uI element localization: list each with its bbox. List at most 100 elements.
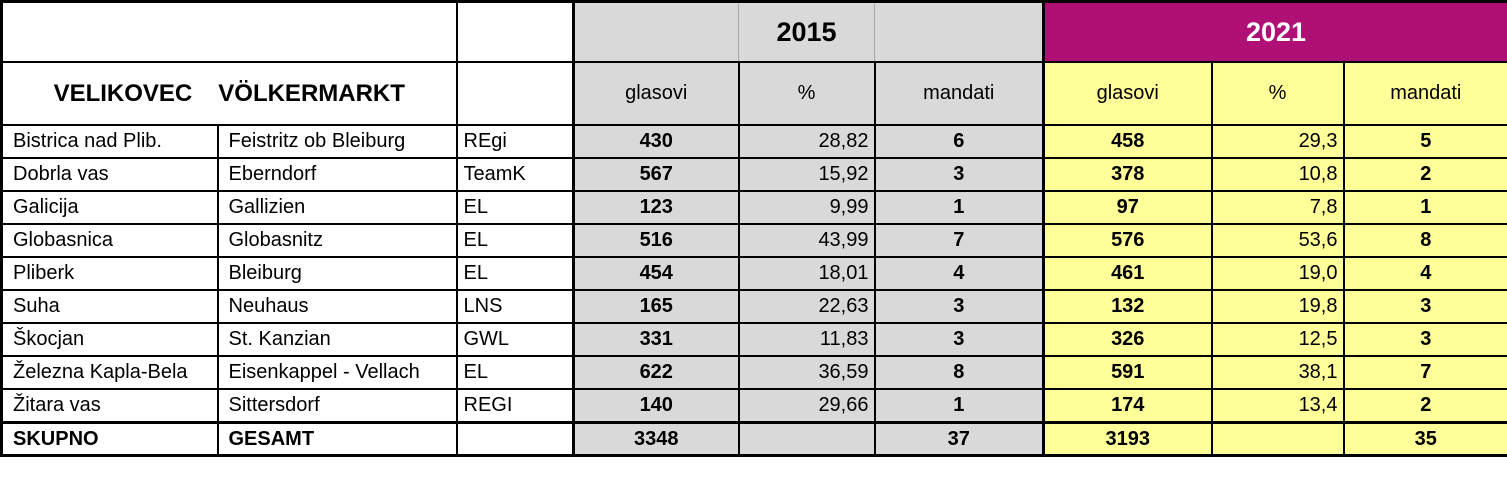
cell-2021-votes: 591 [1042,355,1213,390]
header-2015-glasovi: glasovi [572,61,740,126]
cell-2015-votes: 622 [572,355,740,390]
cell-municipality-de: St. Kanzian [217,322,458,357]
cell-2015-percent: 29,66 [737,388,876,424]
district-title-de: VÖLKERMARKT [218,79,405,107]
total-party-blank [456,421,575,457]
cell-2015-mandates: 7 [873,223,1045,258]
table-row: Bistrica nad Plib. Feistritz ob Bleiburg… [0,124,1507,159]
cell-2015-votes: 123 [572,190,740,225]
total-label-si: SKUPNO [0,421,219,457]
cell-2015-votes: 430 [572,124,740,159]
cell-2015-votes: 567 [572,157,740,192]
cell-party: REGI [455,388,575,424]
cell-municipality-de: Feistritz ob Bleiburg [217,124,458,159]
cell-party: TeamK [455,157,575,192]
total-2015-percent-blank [737,421,876,457]
cell-2015-votes: 165 [572,289,740,324]
table-row: Suha Neuhaus LNS 165 22,63 3 132 19,8 3 [0,289,1507,324]
cell-2021-votes: 97 [1042,190,1213,225]
total-2021-mandates: 35 [1342,421,1507,457]
cell-municipality-de: Eisenkappel - Vellach [217,355,458,390]
cell-2021-mandates: 1 [1342,190,1507,225]
table-row: Dobrla vas Eberndorf TeamK 567 15,92 3 3… [0,157,1507,192]
cell-party: EL [455,223,575,258]
cell-2015-percent: 36,59 [737,355,876,390]
cell-municipality-si: Globasnica [0,223,219,258]
cell-2021-mandates: 5 [1342,124,1507,159]
cell-2015-percent: 43,99 [737,223,876,258]
cell-2021-mandates: 7 [1342,355,1507,390]
year-2015-label: 2015 [738,0,875,63]
cell-2015-mandates: 8 [873,355,1045,390]
cell-2015-percent: 22,63 [737,289,876,324]
cell-municipality-de: Eberndorf [217,157,458,192]
cell-2015-percent: 11,83 [737,322,876,357]
cell-2015-votes: 454 [572,256,740,291]
cell-2015-percent: 18,01 [737,256,876,291]
total-2015-votes: 3348 [572,421,740,457]
header-2021-percent: % [1210,61,1345,126]
cell-2021-votes: 458 [1042,124,1213,159]
year-2015-left-cell [572,0,739,63]
cell-municipality-de: Bleiburg [217,256,458,291]
year-2021-label: 2021 [1041,0,1507,63]
cell-2021-votes: 132 [1042,289,1213,324]
cell-2015-mandates: 6 [873,124,1045,159]
cell-2015-percent: 9,99 [737,190,876,225]
cell-2015-votes: 140 [572,388,740,424]
year-header-row: 2015 2021 [0,0,1507,63]
cell-2021-percent: 12,5 [1210,322,1345,357]
cell-party: EL [455,190,575,225]
total-2021-percent-blank [1210,421,1345,457]
cell-2021-percent: 53,6 [1210,223,1345,258]
header-2015-percent: % [737,61,876,126]
table-row: Galicija Gallizien EL 123 9,99 1 97 7,8 … [0,190,1507,225]
district-title: VELIKOVEC VÖLKERMARKT [0,61,458,126]
cell-municipality-si: Škocjan [0,322,219,357]
cell-2021-percent: 7,8 [1210,190,1345,225]
cell-2021-mandates: 8 [1342,223,1507,258]
cell-2021-votes: 576 [1042,223,1213,258]
header-2021-mandati: mandati [1342,61,1507,126]
cell-2015-mandates: 3 [873,157,1045,192]
cell-municipality-de: Sittersdorf [217,388,458,424]
cell-2015-percent: 15,92 [737,157,876,192]
cell-2021-percent: 10,8 [1210,157,1345,192]
cell-municipality-si: Bistrica nad Plib. [0,124,219,159]
cell-2021-votes: 378 [1042,157,1213,192]
cell-2015-mandates: 1 [873,388,1045,424]
cell-municipality-si: Galicija [0,190,219,225]
total-2021-votes: 3193 [1042,421,1213,457]
cell-2021-mandates: 4 [1342,256,1507,291]
cell-party: GWL [455,322,575,357]
cell-party: LNS [455,289,575,324]
election-results-table: 2015 2021 VELIKOVEC VÖLKERMARKT glasovi %… [0,0,1507,457]
total-label-de: GESAMT [217,421,458,457]
header-2015-mandati: mandati [873,61,1045,126]
cell-municipality-de: Gallizien [217,190,458,225]
cell-2015-percent: 28,82 [737,124,876,159]
cell-2015-mandates: 4 [873,256,1045,291]
cell-municipality-si: Žitara vas [0,388,219,424]
cell-2015-votes: 516 [572,223,740,258]
cell-2021-percent: 19,8 [1210,289,1345,324]
cell-2021-percent: 13,4 [1210,388,1345,424]
table-row: Globasnica Globasnitz EL 516 43,99 7 576… [0,223,1507,258]
cell-2015-votes: 331 [572,322,740,357]
cell-municipality-si: Pliberk [0,256,219,291]
cell-2015-mandates: 1 [873,190,1045,225]
cell-2021-percent: 29,3 [1210,124,1345,159]
table-row: Škocjan St. Kanzian GWL 331 11,83 3 326 … [0,322,1507,357]
table-row: Železna Kapla-Bela Eisenkappel - Vellach… [0,355,1507,390]
cell-2021-percent: 38,1 [1210,355,1345,390]
table-row: Pliberk Bleiburg EL 454 18,01 4 461 19,0… [0,256,1507,291]
cell-2021-mandates: 2 [1342,157,1507,192]
cell-2015-mandates: 3 [873,322,1045,357]
year-2015-right-cell [874,0,1045,63]
cell-party: EL [455,256,575,291]
total-2015-mandates: 37 [873,421,1045,457]
cell-2021-mandates: 3 [1342,322,1507,357]
total-row: SKUPNO GESAMT 3348 37 3193 35 [0,421,1507,457]
header-2021-glasovi: glasovi [1042,61,1213,126]
cell-municipality-de: Globasnitz [217,223,458,258]
